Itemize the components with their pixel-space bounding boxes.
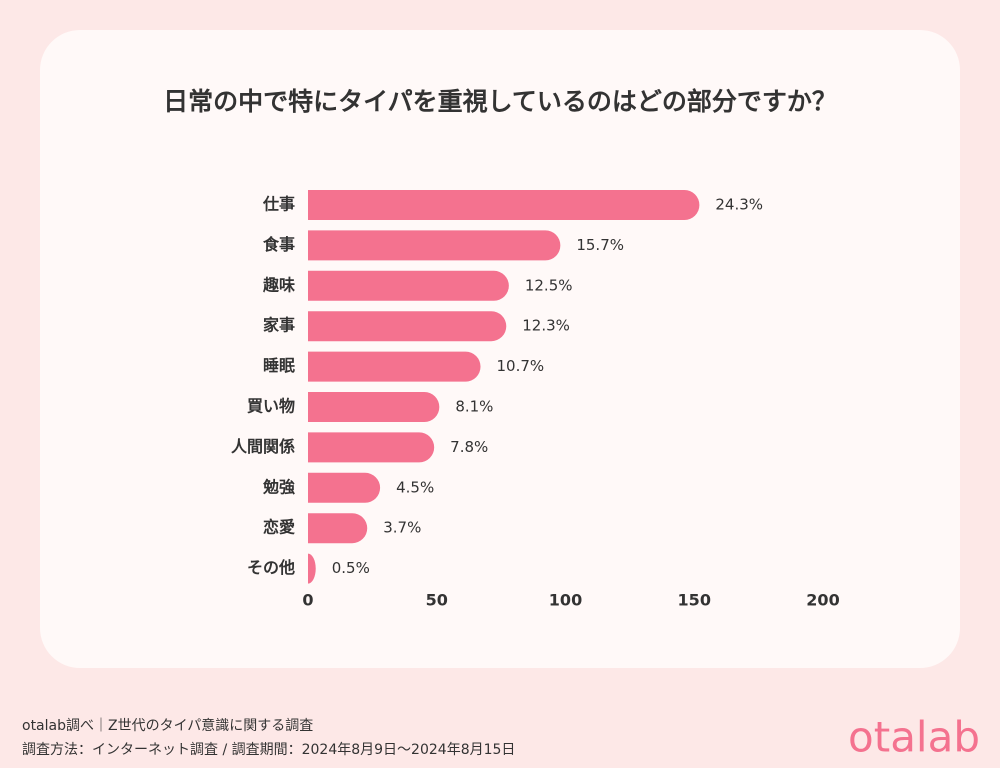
bar — [308, 472, 381, 503]
footer-source: otalab調べ｜Z世代のタイパ意識に関する調査 — [22, 717, 313, 734]
chart-title: 日常の中で特にタイパを重視しているのはどの部分ですか？ — [163, 87, 837, 116]
x-tick-label: 50 — [426, 591, 448, 610]
x-tick-label: 200 — [806, 591, 839, 610]
bar — [308, 513, 368, 544]
bar — [308, 311, 507, 342]
y-tick-label: 勉強 — [262, 477, 295, 496]
data-label: 0.5% — [332, 559, 370, 577]
y-tick-label: その他 — [247, 558, 295, 577]
bar — [308, 392, 440, 422]
data-label: 12.5% — [525, 276, 573, 294]
data-label: 4.5% — [396, 478, 434, 496]
data-label: 8.1% — [455, 398, 493, 416]
y-tick-label: 睡眠 — [263, 356, 295, 375]
bar — [308, 230, 561, 261]
y-tick-label: 仕事 — [262, 195, 295, 214]
data-label: 24.3% — [715, 196, 763, 214]
logo: otalab — [848, 713, 980, 762]
y-tick-label: 人間関係 — [231, 437, 295, 456]
data-label: 10.7% — [497, 357, 545, 375]
bar — [308, 432, 435, 463]
bar — [308, 553, 316, 584]
y-tick-label: 家事 — [263, 316, 295, 335]
data-label: 7.8% — [450, 438, 488, 456]
x-tick-label: 0 — [302, 591, 313, 610]
data-label: 15.7% — [576, 236, 624, 254]
x-tick-label: 150 — [678, 591, 711, 610]
data-label: 3.7% — [383, 519, 421, 537]
y-tick-label: 食事 — [262, 235, 295, 254]
data-label: 12.3% — [522, 317, 570, 335]
y-tick-label: 買い物 — [247, 397, 295, 416]
bar — [308, 270, 509, 301]
bar — [308, 351, 481, 382]
y-tick-label: 恋愛 — [263, 518, 295, 537]
card — [40, 30, 960, 668]
x-tick-label: 100 — [549, 591, 582, 610]
footer-method: 調査方法：インターネット調査 / 調査期間：2024年8月9日〜2024年8月1… — [22, 742, 515, 758]
bar — [308, 190, 700, 220]
y-tick-label: 趣味 — [262, 275, 295, 294]
